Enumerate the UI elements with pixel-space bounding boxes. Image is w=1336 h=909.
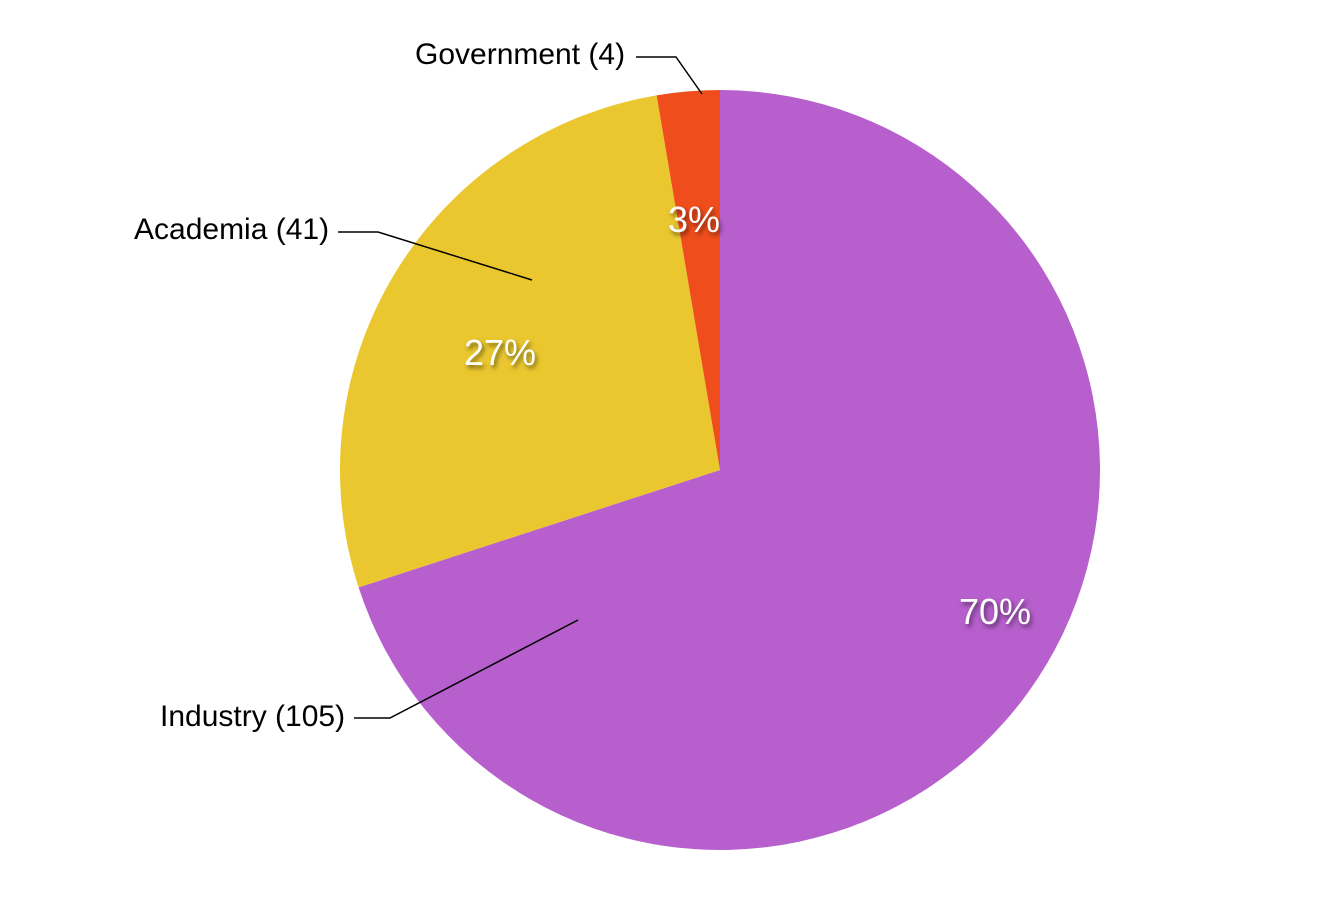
slice-pct-academia: 27%	[464, 332, 536, 373]
callout-label-industry: Industry (105)	[160, 700, 345, 733]
slice-pct-industry: 70%	[959, 591, 1031, 632]
pie-chart-svg: 70% Industry (105) 27% Academia (41) 3% Gover…	[0, 0, 1336, 904]
callout-label-government: Government (4)	[415, 38, 625, 71]
pie-chart-container: 70% Industry (105) 27% Academia (41) 3% Gover…	[0, 0, 1336, 904]
slice-pct-government: 3%	[668, 199, 720, 240]
leader-line-government	[636, 57, 702, 94]
callout-label-academia: Academia (41)	[134, 213, 329, 246]
